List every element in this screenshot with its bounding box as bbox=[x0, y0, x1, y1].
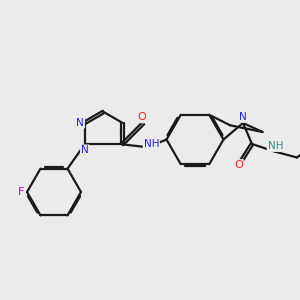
Text: F: F bbox=[18, 187, 24, 197]
Text: N: N bbox=[239, 112, 247, 122]
Text: O: O bbox=[137, 112, 146, 122]
Text: O: O bbox=[234, 160, 243, 170]
Text: N: N bbox=[76, 118, 84, 128]
Text: N: N bbox=[81, 145, 89, 155]
Text: NH: NH bbox=[268, 141, 283, 151]
Text: NH: NH bbox=[144, 139, 159, 149]
